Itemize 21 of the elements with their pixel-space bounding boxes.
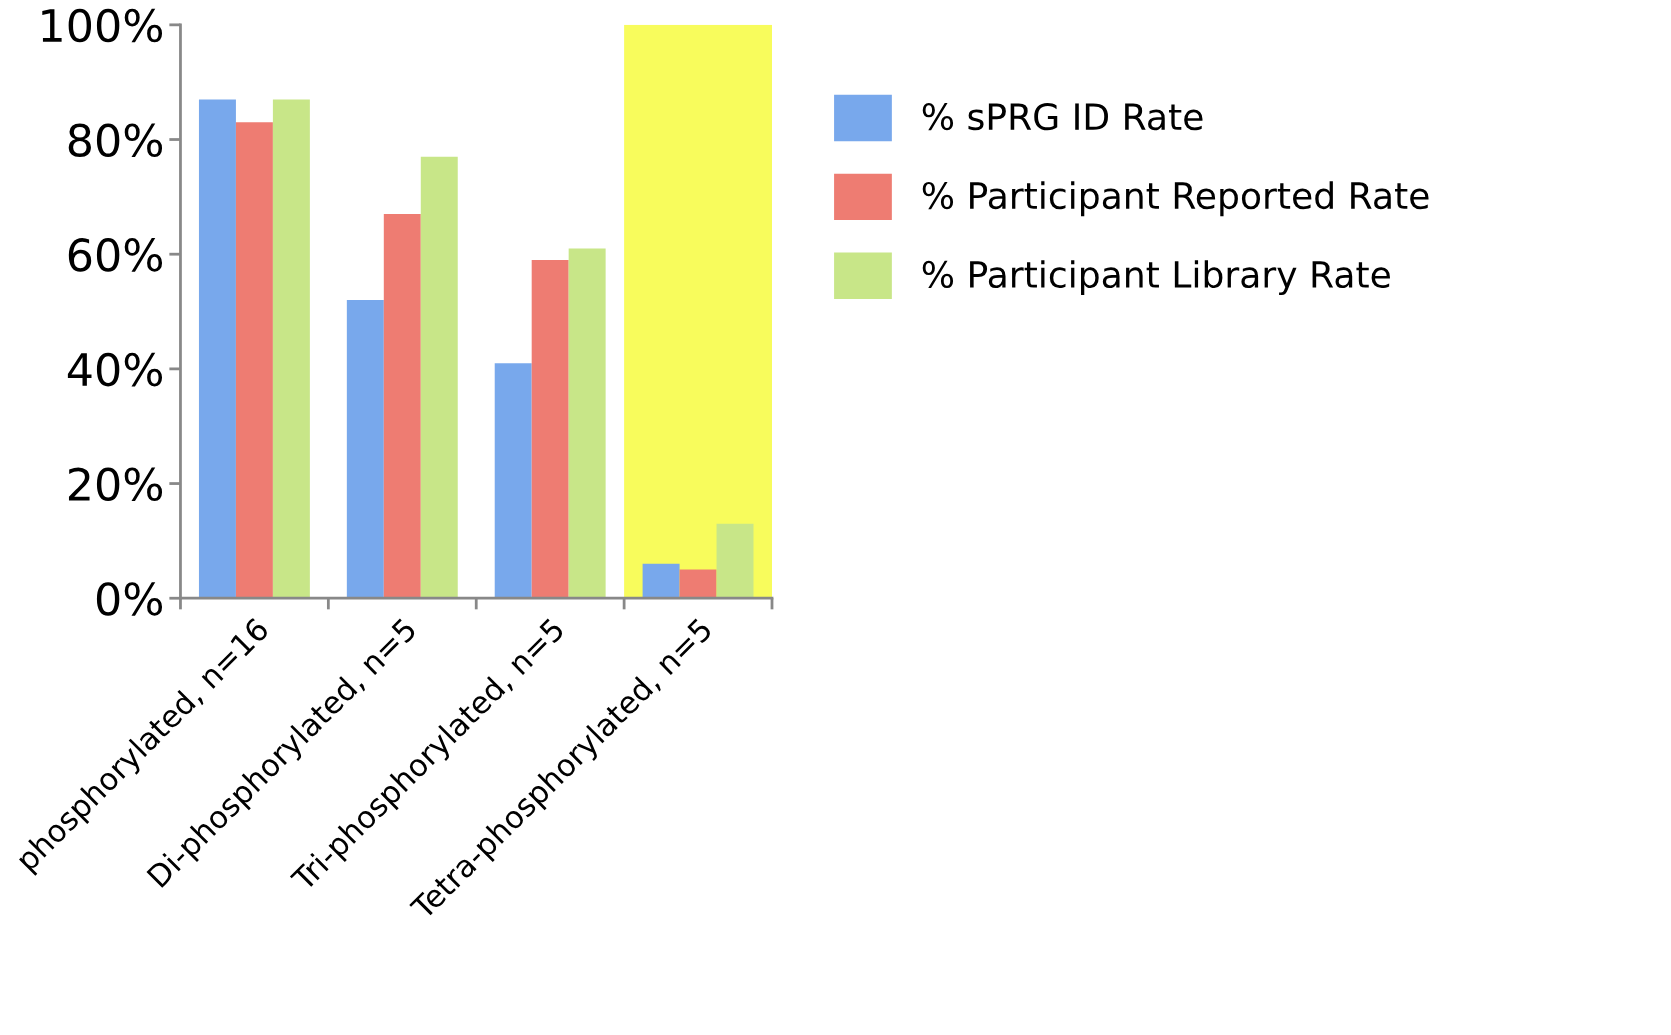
- legend-label: % sPRG ID Rate: [922, 102, 1203, 131]
- bar: [716, 523, 754, 599]
- y-tick-label: 80%: [68, 123, 163, 158]
- bar: [272, 99, 310, 599]
- y-tick-label: 100%: [42, 8, 163, 43]
- bar: [679, 569, 717, 599]
- bar: [494, 363, 532, 599]
- bar: [235, 122, 273, 599]
- bar: [198, 99, 236, 599]
- legend-label: % Participant Library Rate: [922, 260, 1390, 296]
- y-tick-label: 20%: [68, 467, 163, 502]
- y-tick-label: 40%: [67, 352, 163, 387]
- y-tick-label: 60%: [68, 238, 163, 272]
- y-tick-label: 0%: [96, 582, 163, 616]
- bar: [346, 300, 384, 599]
- bar: [420, 156, 458, 599]
- bar: [642, 563, 680, 599]
- bar: [383, 214, 421, 599]
- bar: [531, 259, 569, 599]
- bar: [568, 248, 606, 599]
- legend-label: % Participant Reported Rate: [922, 181, 1429, 217]
